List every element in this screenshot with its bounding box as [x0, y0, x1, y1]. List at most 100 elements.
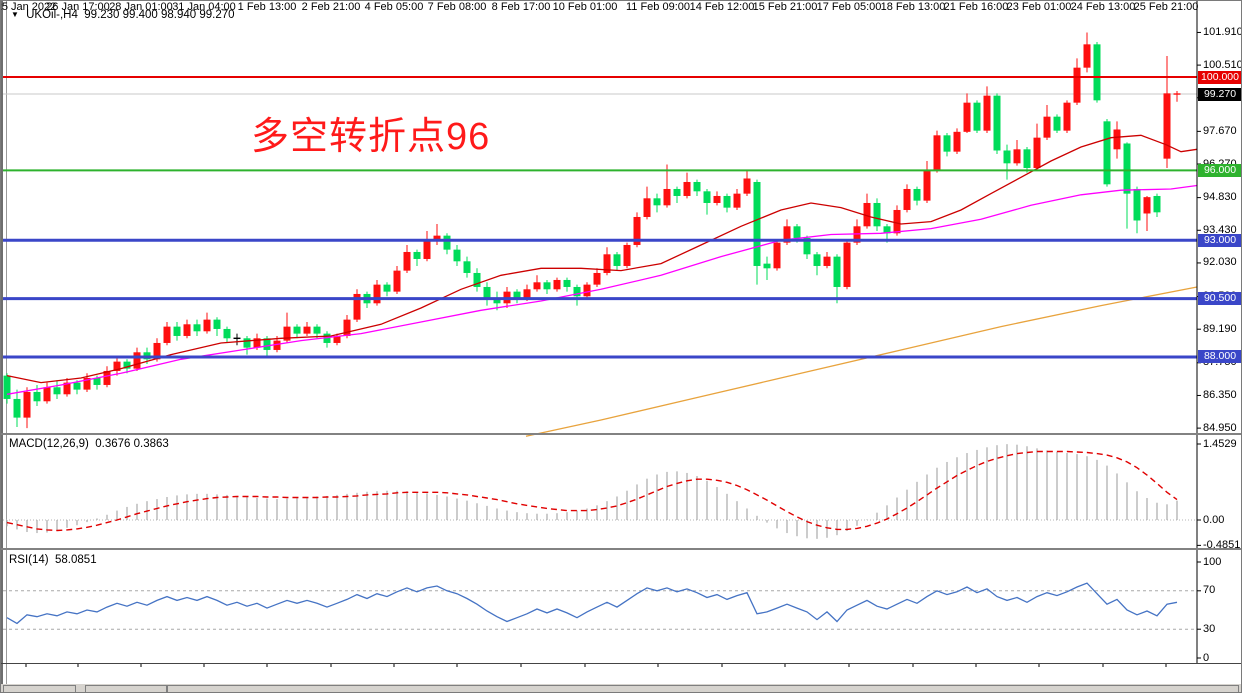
ma-mid-magenta[interactable] [6, 184, 1198, 395]
candle-77[interactable] [773, 240, 781, 271]
candle-40[interactable] [403, 244, 411, 273]
candle-23[interactable] [233, 333, 241, 346]
candle-33[interactable] [333, 333, 341, 346]
candle-20[interactable] [203, 312, 211, 334]
candle-114[interactable] [1143, 195, 1151, 231]
candle-67[interactable] [673, 186, 681, 203]
candle-71[interactable] [713, 191, 721, 206]
candle-89[interactable] [893, 205, 901, 236]
candle-73[interactable] [733, 188, 741, 210]
candle-22[interactable] [223, 326, 231, 343]
candle-117[interactable] [1173, 90, 1181, 102]
candle-41[interactable] [413, 249, 421, 266]
candle-34[interactable] [343, 314, 351, 339]
candle-82[interactable] [823, 251, 831, 269]
macd-indicator-panel[interactable] [3, 444, 1197, 539]
candle-43[interactable] [433, 223, 441, 245]
candle-54[interactable] [543, 279, 551, 294]
candle-16[interactable] [163, 321, 171, 346]
candle-69[interactable] [693, 179, 701, 196]
candle-95[interactable] [953, 128, 961, 154]
candle-0[interactable] [3, 373, 11, 404]
candle-10[interactable] [103, 366, 111, 388]
candle-17[interactable] [173, 321, 181, 341]
candle-59[interactable] [593, 268, 601, 287]
candle-74[interactable] [743, 170, 751, 196]
candle-94[interactable] [943, 132, 951, 157]
ma-fast-red[interactable] [6, 134, 1198, 384]
candle-75[interactable] [753, 179, 761, 285]
candle-113[interactable] [1133, 186, 1141, 234]
panel-separator-macd[interactable] [1, 433, 1241, 435]
candle-112[interactable] [1123, 142, 1131, 229]
candle-57[interactable] [573, 284, 581, 306]
candle-56[interactable] [563, 277, 571, 292]
candle-76[interactable] [763, 256, 771, 280]
candle-32[interactable] [323, 331, 331, 348]
candle-1[interactable] [13, 389, 21, 427]
candle-83[interactable] [833, 254, 841, 304]
candle-70[interactable] [703, 188, 711, 215]
main-price-chart[interactable] [3, 32, 1198, 437]
candle-62[interactable] [623, 242, 631, 269]
candle-66[interactable] [663, 164, 671, 208]
panel-separator-rsi[interactable] [1, 548, 1241, 550]
bottom-tab-3[interactable] [167, 685, 1239, 692]
candle-86[interactable] [863, 193, 871, 229]
candle-65[interactable] [653, 193, 661, 213]
candle-72[interactable] [723, 193, 731, 213]
candle-42[interactable] [423, 230, 431, 262]
candle-64[interactable] [643, 186, 651, 220]
candle-58[interactable] [583, 282, 591, 299]
candle-115[interactable] [1153, 193, 1161, 217]
candle-109[interactable] [1093, 42, 1101, 103]
candle-35[interactable] [353, 289, 361, 322]
candle-24[interactable] [243, 335, 251, 355]
candle-29[interactable] [293, 324, 301, 339]
candle-2[interactable] [23, 387, 31, 429]
candle-18[interactable] [183, 319, 191, 339]
candle-53[interactable] [533, 275, 541, 292]
chart-annotation-text[interactable]: 多空转折点96 [251, 116, 491, 158]
candle-38[interactable] [383, 282, 391, 297]
candle-102[interactable] [1023, 146, 1031, 173]
ma-slow-orange[interactable] [525, 286, 1198, 437]
candle-107[interactable] [1073, 58, 1081, 105]
candle-30[interactable] [303, 321, 311, 336]
candle-21[interactable] [213, 317, 221, 336]
candle-63[interactable] [633, 212, 641, 248]
candle-7[interactable] [73, 380, 81, 395]
candle-13[interactable] [133, 347, 141, 371]
candle-37[interactable] [373, 279, 381, 306]
candle-106[interactable] [1063, 100, 1071, 133]
candle-104[interactable] [1043, 104, 1051, 140]
candle-96[interactable] [963, 93, 971, 133]
symbol-title[interactable]: ▼ UKOil-,H4 99.230 99.400 98.940 99.270 [11, 9, 235, 21]
candle-90[interactable] [903, 184, 911, 213]
candle-105[interactable] [1053, 114, 1061, 133]
candle-4[interactable] [43, 382, 51, 404]
candle-99[interactable] [993, 93, 1001, 154]
bottom-tab-1[interactable] [3, 685, 76, 692]
candle-108[interactable] [1083, 32, 1091, 73]
candle-87[interactable] [873, 198, 881, 231]
candle-92[interactable] [923, 160, 931, 203]
candle-111[interactable] [1113, 121, 1121, 159]
candle-116[interactable] [1163, 56, 1171, 168]
rsi-indicator-panel[interactable] [3, 582, 1197, 630]
candle-6[interactable] [63, 377, 71, 397]
candle-55[interactable] [553, 277, 561, 292]
candle-110[interactable] [1103, 118, 1111, 187]
candle-68[interactable] [683, 172, 691, 199]
candle-98[interactable] [983, 86, 991, 133]
candle-100[interactable] [1003, 144, 1011, 180]
candle-44[interactable] [443, 233, 451, 255]
candle-45[interactable] [453, 244, 461, 266]
candle-61[interactable] [613, 251, 621, 271]
candle-103[interactable] [1033, 123, 1041, 171]
candle-19[interactable] [193, 319, 201, 336]
candle-3[interactable] [33, 384, 41, 406]
candle-84[interactable] [843, 240, 851, 290]
candle-5[interactable] [53, 380, 61, 399]
